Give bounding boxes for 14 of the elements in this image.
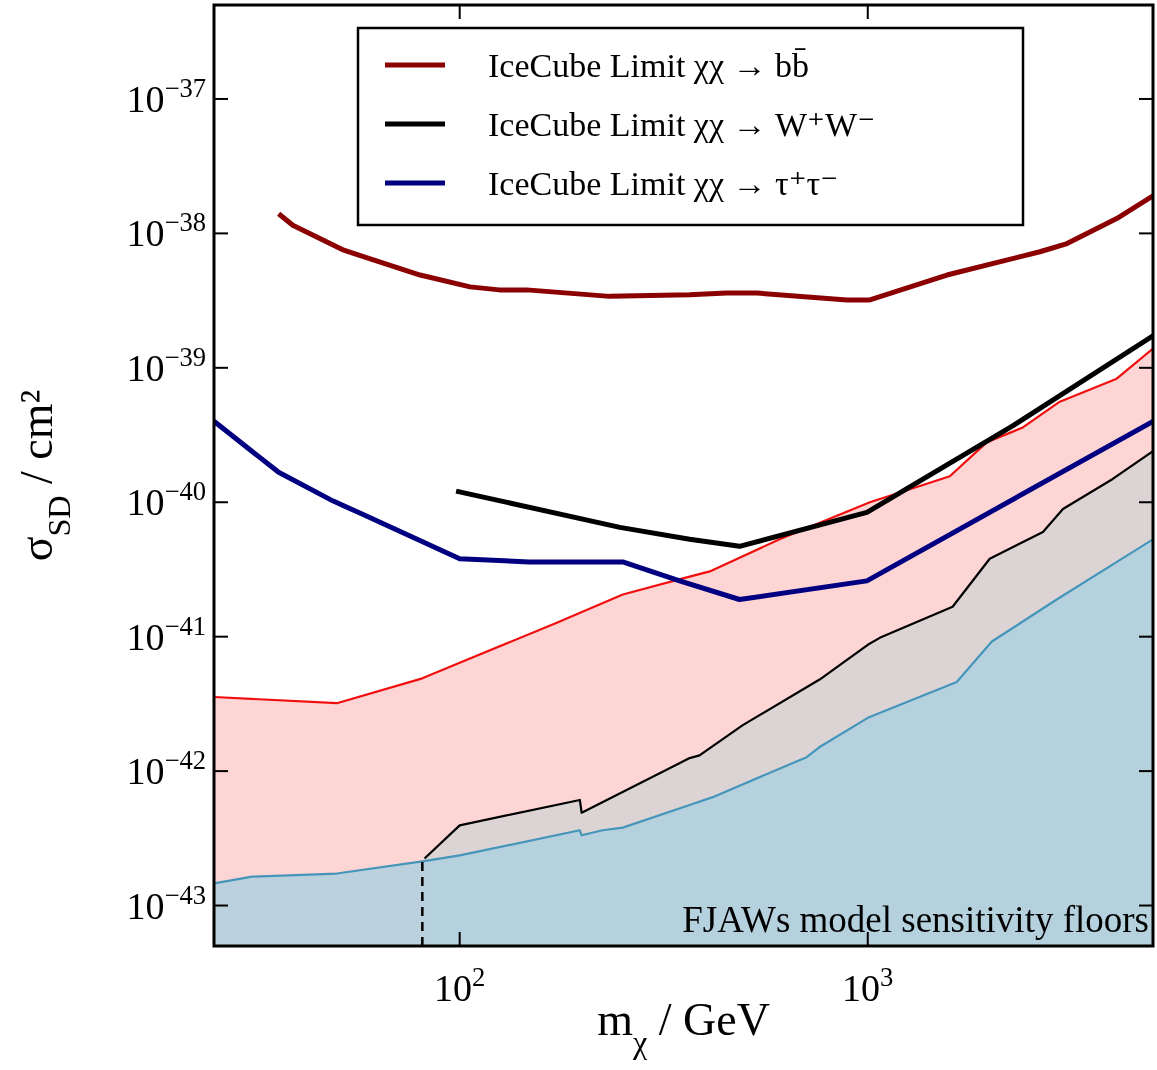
legend-label: IceCube Limit χχ → τ⁺τ⁻: [488, 165, 839, 202]
y-tick-label: 10$^{−42}$: [126, 745, 206, 793]
y-tick-label: 10$^{−40}$: [126, 476, 206, 524]
y-tick-label: 10$^{−37}$: [126, 72, 206, 120]
y-tick-label: 10$^{−39}$: [126, 341, 206, 389]
x-axis-title: m$_{χ}$ / GeV: [597, 994, 770, 1060]
legend-label: IceCube Limit χχ → bb̄: [488, 47, 810, 84]
y-tick-label: 10$^{−41}$: [126, 610, 206, 658]
y-tick-label: 10$^{−43}$: [126, 879, 206, 927]
annotation: FJAWs model sensitivity floors: [682, 899, 1149, 940]
x-tick-label: 10$^{2}$: [434, 962, 486, 1009]
legend-label: IceCube Limit χχ → W⁺W⁻: [488, 106, 876, 143]
y-tick-label: 10$^{−38}$: [126, 207, 206, 255]
x-tick-label: 10$^{3}$: [842, 962, 894, 1009]
